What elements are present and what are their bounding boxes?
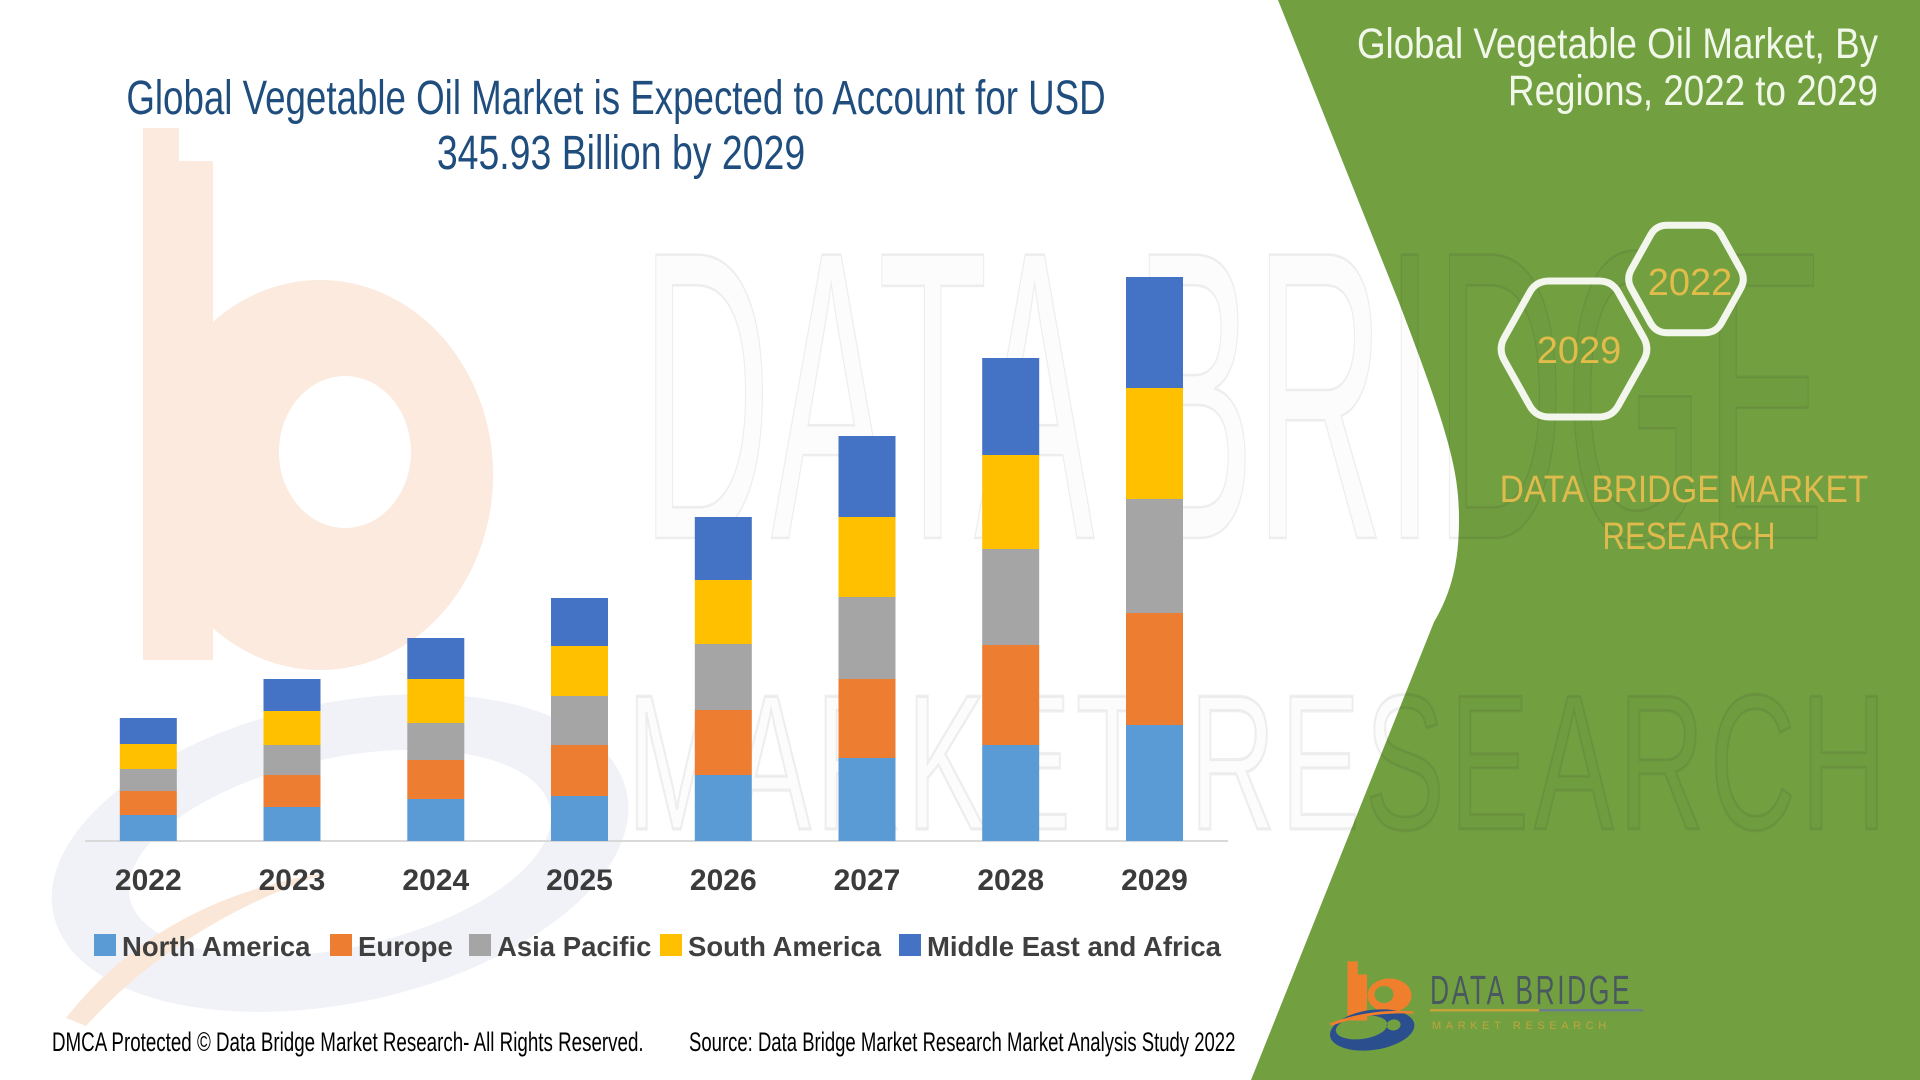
svg-text:2024: 2024: [402, 864, 469, 897]
svg-text:DATA BRIDGE MARKET: DATA BRIDGE MARKET: [1500, 468, 1869, 510]
svg-text:2029: 2029: [1121, 864, 1188, 897]
svg-text:DMCA Protected © Data Bridge M: DMCA Protected © Data Bridge Market Rese…: [52, 1027, 644, 1057]
svg-text:2025: 2025: [546, 864, 613, 897]
svg-text:2028: 2028: [977, 864, 1044, 897]
svg-text:2026: 2026: [690, 864, 757, 897]
svg-text:Middle East and Africa: Middle East and Africa: [927, 931, 1222, 962]
svg-text:RESEARCH: RESEARCH: [1602, 516, 1775, 558]
svg-text:Europe: Europe: [358, 931, 453, 962]
svg-text:345.93 Billion by 2029: 345.93 Billion by 2029: [437, 127, 805, 181]
svg-text:MARKET RESEARCH: MARKET RESEARCH: [1432, 1020, 1611, 1032]
svg-text:Asia Pacific: Asia Pacific: [497, 931, 651, 962]
svg-text:MARKET RESEARCH: MARKET RESEARCH: [627, 655, 1892, 870]
svg-text:North America: North America: [122, 931, 311, 962]
svg-text:2023: 2023: [259, 864, 326, 897]
svg-text:South America: South America: [688, 931, 882, 962]
svg-text:DATA BRIDGE: DATA BRIDGE: [1430, 968, 1632, 1013]
svg-text:2022: 2022: [115, 864, 182, 897]
svg-text:DATA BRIDGE: DATA BRIDGE: [641, 166, 1825, 626]
svg-text:2022: 2022: [1648, 262, 1733, 304]
svg-text:2029: 2029: [1537, 330, 1622, 372]
svg-text:Global Vegetable Oil Market, B: Global Vegetable Oil Market, By: [1357, 20, 1878, 67]
svg-text:Source: Data Bridge Market Res: Source: Data Bridge Market Research Mark…: [689, 1027, 1235, 1057]
svg-text:Global Vegetable Oil Market is: Global Vegetable Oil Market is Expected …: [126, 71, 1105, 125]
svg-text:Regions, 2022 to 2029: Regions, 2022 to 2029: [1508, 67, 1878, 114]
svg-text:2027: 2027: [834, 864, 901, 897]
